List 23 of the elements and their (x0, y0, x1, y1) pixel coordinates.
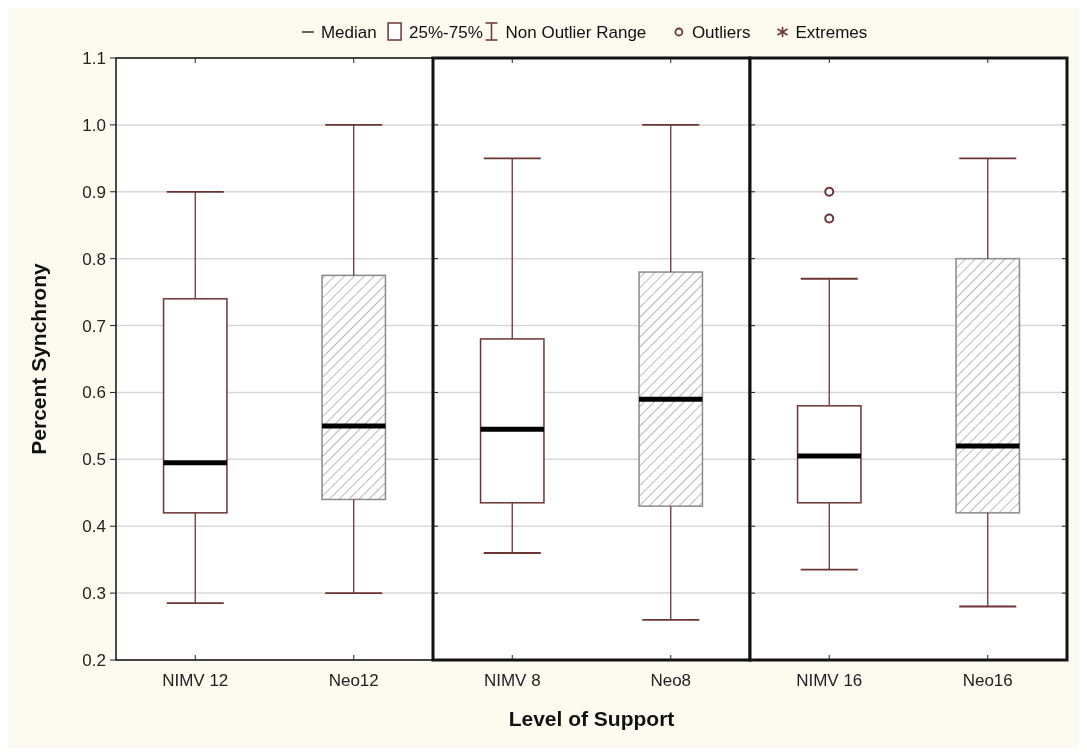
x-tick-label: Neo8 (650, 671, 692, 690)
text: Extremes (795, 23, 868, 42)
y-tick-label: 0.3 (82, 584, 106, 604)
y-tick-label: 0.4 (82, 517, 106, 537)
y-tick-label: 1.0 (82, 115, 106, 135)
x-axis-title: Level of Support (508, 707, 675, 730)
y-tick-label: 0.2 (82, 650, 106, 670)
x-tick-label: Neo16 (962, 671, 1013, 690)
y-tick-label: 0.9 (82, 182, 106, 202)
text: Non Outlier Range (505, 23, 647, 42)
x-tick-label: NIMV 8 (483, 671, 541, 690)
y-axis-title: Percent Synchrony (27, 262, 50, 455)
text: Outliers (691, 23, 751, 42)
y-tick-label: 0.5 (82, 450, 106, 470)
y-tick-label: 0.7 (82, 316, 106, 336)
x-tick-label: NIMV 12 (162, 671, 229, 690)
x-tick-label: NIMV 16 (796, 671, 863, 690)
text: 25%-75% (409, 23, 483, 42)
y-tick-label: 1.1 (82, 48, 106, 68)
y-tick-label: 0.6 (82, 383, 106, 403)
x-tick-label: Neo12 (328, 671, 379, 690)
y-tick-label: 0.8 (82, 249, 106, 269)
text: Median (320, 23, 377, 42)
